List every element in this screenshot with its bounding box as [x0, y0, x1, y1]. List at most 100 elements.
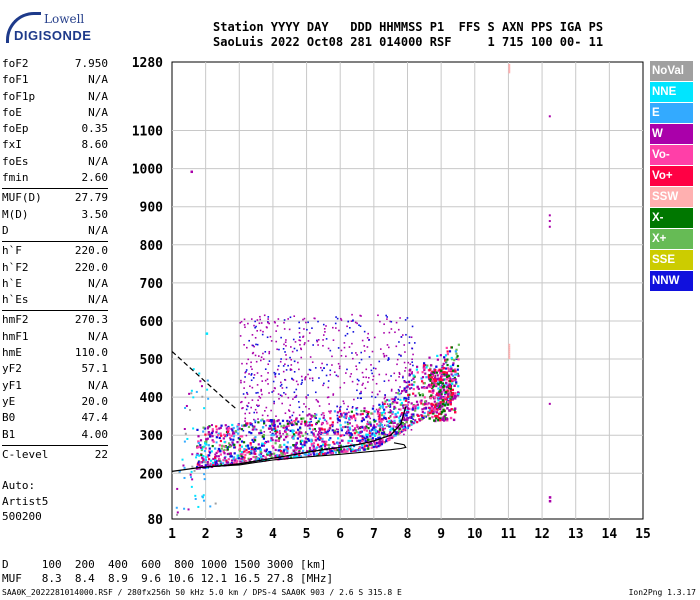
echo-point: [410, 383, 414, 386]
echo-point: [275, 340, 278, 343]
echo-point: [363, 345, 366, 347]
echo-point: [351, 313, 353, 316]
echo-point: [282, 348, 285, 350]
echo-point: [333, 432, 336, 435]
echo-point: [243, 343, 245, 346]
legend-entry: E: [650, 103, 693, 123]
echo-point: [336, 405, 338, 408]
echo-point: [231, 441, 234, 444]
echo-point: [282, 365, 285, 367]
echo-point: [265, 424, 267, 427]
echo-point: [365, 410, 368, 413]
param-separator: [2, 444, 108, 446]
echo-point: [397, 428, 400, 430]
echo-point: [393, 372, 396, 375]
echo-point: [295, 422, 298, 426]
echo-point: [286, 422, 289, 425]
echo-point: [453, 397, 457, 400]
echo-point: [278, 422, 282, 425]
echo-point: [253, 418, 255, 421]
echo-point: [300, 348, 303, 351]
echo-point: [238, 447, 242, 450]
echo-point: [210, 450, 213, 453]
echo-point: [401, 412, 404, 415]
echo-point: [291, 377, 293, 380]
echo-point: [215, 460, 218, 463]
echo-point: [395, 415, 398, 418]
echo-point: [387, 404, 390, 408]
echo-point: [318, 427, 321, 430]
echo-point: [279, 385, 282, 387]
echo-point: [283, 426, 286, 429]
echo-point: [262, 330, 264, 333]
echo-point: [196, 428, 199, 431]
echo-point: [243, 318, 246, 321]
param-row: foF2 7.950: [2, 56, 108, 72]
echo-point: [323, 428, 326, 431]
echo-point: [219, 460, 222, 463]
echo-point: [249, 385, 251, 388]
echo-point: [432, 374, 436, 378]
echo-point: [370, 438, 373, 441]
echo-point: [455, 348, 458, 351]
echo-point: [403, 412, 406, 415]
echo-point: [347, 439, 350, 443]
echo-point: [320, 423, 323, 426]
echo-point: [239, 460, 242, 463]
echo-point: [206, 379, 209, 382]
echo-point: [310, 415, 313, 419]
echo-point: [457, 385, 460, 388]
echo-point: [217, 432, 221, 435]
echo-point: [267, 321, 269, 324]
echo-point: [355, 407, 358, 410]
echo-point: [393, 434, 396, 437]
echo-point: [263, 422, 266, 425]
echo-point: [206, 463, 209, 466]
echo-point: [300, 356, 303, 359]
echo-point: [300, 383, 303, 385]
echo-point: [259, 450, 262, 454]
echo-point: [293, 370, 296, 373]
echo-point: [446, 350, 449, 353]
echo-point: [259, 318, 262, 321]
echo-point: [251, 352, 254, 355]
echo-point: [250, 379, 253, 382]
echo-point: [372, 445, 375, 449]
echo-point: [332, 431, 335, 434]
echo-point: [340, 354, 343, 357]
echo-point: [258, 355, 260, 357]
echo-point: [316, 433, 320, 436]
echo-point: [450, 408, 453, 411]
echo-point: [302, 318, 304, 321]
echo-point: [258, 460, 262, 463]
echo-point: [432, 403, 435, 406]
echo-point: [204, 456, 207, 459]
echo-point: [332, 424, 334, 426]
param-name: M(D): [2, 207, 29, 221]
echo-point: [367, 445, 370, 448]
echo-point: [297, 428, 300, 431]
echo-point: [333, 442, 336, 445]
echo-point: [434, 414, 437, 418]
echo-point: [433, 396, 437, 399]
echo-point: [405, 386, 408, 389]
echo-point: [356, 383, 359, 386]
echo-point: [369, 435, 372, 438]
echo-point: [303, 444, 306, 447]
echo-point: [239, 335, 242, 337]
echo-point: [398, 416, 401, 419]
echo-point: [300, 422, 303, 426]
echo-point: [351, 436, 354, 439]
echo-point: [258, 395, 260, 398]
echo-point: [267, 372, 269, 374]
echo-point: [252, 448, 255, 451]
echo-point: [408, 393, 411, 396]
echo-point: [312, 442, 316, 445]
param-separator: [2, 188, 108, 190]
echo-point: [456, 394, 460, 397]
echo-point: [436, 374, 439, 377]
echo-point: [390, 390, 393, 392]
param-value: N/A: [88, 154, 108, 168]
echo-point: [441, 399, 445, 402]
echo-point: [296, 349, 298, 352]
